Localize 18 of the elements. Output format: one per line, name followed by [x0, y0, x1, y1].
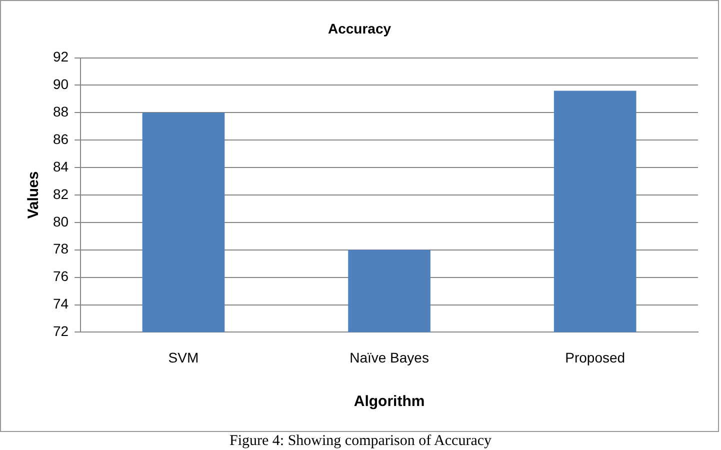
y-tick-label: 74 [52, 296, 69, 312]
y-tick-label: 80 [52, 213, 69, 230]
y-tick-label: 82 [52, 186, 69, 202]
y-tick-label: 90 [52, 76, 69, 92]
x-tick-label: Proposed [565, 349, 626, 366]
x-tick-label: SVM [168, 349, 199, 366]
x-axis-title: Algorithm [354, 393, 425, 410]
y-tick-label: 72 [52, 323, 69, 340]
y-axis-title: Values [25, 171, 42, 219]
y-tick-label: 86 [52, 130, 69, 147]
y-tick-label: 88 [52, 104, 69, 120]
y-tick-label: 84 [52, 158, 69, 174]
x-tick-label: Naïve Bayes [350, 349, 429, 366]
caption: Figure 4: Showing comparison of Accuracy [228, 433, 493, 450]
y-tick-label: 92 [52, 48, 69, 65]
y-tick-label: 78 [52, 240, 69, 257]
chart-title: Accuracy [328, 20, 392, 36]
y-tick-label: 76 [52, 268, 69, 284]
